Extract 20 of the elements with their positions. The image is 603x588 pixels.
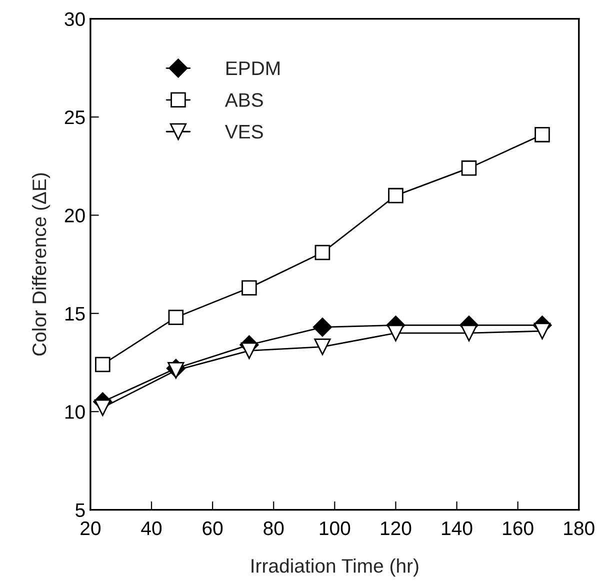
y-tick-label: 15: [65, 307, 85, 321]
x-axis-title: Irradiation Time (hr): [252, 558, 418, 577]
legend-label: ABS: [224, 93, 263, 107]
x-tick-label: 60: [202, 521, 223, 536]
y-tick-label: 20: [64, 208, 85, 222]
y-axis-title: Color Difference (ΔE): [32, 173, 50, 356]
x-tick-label: 20: [80, 521, 101, 536]
y-tick-label: 5: [76, 503, 85, 518]
x-tick-label: 140: [442, 521, 472, 536]
y-tick-label: 10: [65, 405, 85, 419]
x-tick-label: 160: [503, 521, 534, 536]
x-tick-label: 120: [380, 521, 412, 536]
x-tick-label: 100: [320, 521, 350, 536]
legend-label: VES: [224, 124, 263, 139]
x-tick-label: 40: [141, 521, 162, 536]
y-tick-label: 25: [64, 110, 85, 124]
x-tick-label: 180: [564, 521, 594, 536]
legend-label: EPDM: [226, 62, 280, 75]
y-tick-label: 30: [64, 12, 85, 26]
x-tick-label: 80: [264, 521, 284, 536]
